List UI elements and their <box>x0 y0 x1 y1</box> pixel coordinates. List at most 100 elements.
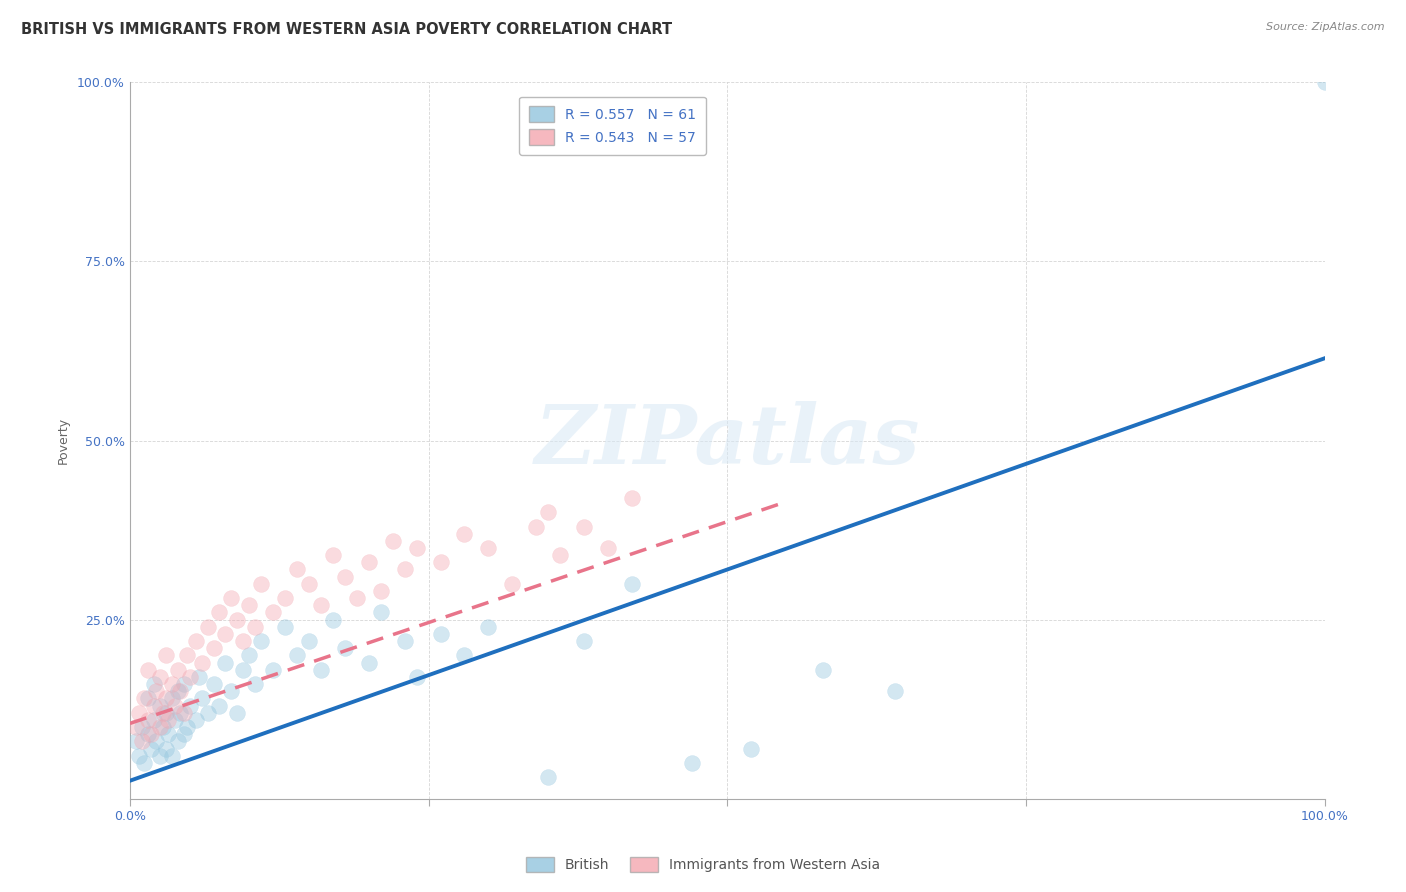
Point <box>572 634 595 648</box>
Point <box>202 677 225 691</box>
Point <box>134 756 156 770</box>
Point <box>190 656 212 670</box>
Point <box>285 562 308 576</box>
Point <box>226 613 249 627</box>
Point <box>169 684 191 698</box>
Point <box>136 727 159 741</box>
Point <box>250 576 273 591</box>
Point <box>232 634 254 648</box>
Point <box>537 770 560 784</box>
Point <box>184 713 207 727</box>
Point <box>166 663 188 677</box>
Point <box>238 648 260 663</box>
Point <box>548 548 571 562</box>
Point <box>245 620 267 634</box>
Point <box>250 634 273 648</box>
Point <box>394 634 416 648</box>
Point <box>202 641 225 656</box>
Point <box>142 698 165 713</box>
Point <box>208 698 231 713</box>
Point <box>179 670 201 684</box>
Point <box>197 620 219 634</box>
Point <box>596 541 619 555</box>
Point <box>165 713 187 727</box>
Point <box>136 713 159 727</box>
Point <box>165 698 187 713</box>
Point <box>572 519 595 533</box>
Point <box>152 706 174 720</box>
Point <box>309 599 332 613</box>
Point <box>620 576 643 591</box>
Point <box>166 684 188 698</box>
Point <box>285 648 308 663</box>
Point <box>1313 75 1336 89</box>
Point <box>176 648 198 663</box>
Point <box>169 706 191 720</box>
Point <box>322 613 344 627</box>
Point <box>429 627 451 641</box>
Point <box>125 734 148 748</box>
Point <box>160 748 183 763</box>
Point <box>429 555 451 569</box>
Point <box>346 591 368 606</box>
Point <box>179 698 201 713</box>
Point <box>681 756 703 770</box>
Point <box>477 541 499 555</box>
Point <box>274 620 297 634</box>
Point <box>173 677 195 691</box>
Point <box>141 741 163 756</box>
Point <box>149 670 172 684</box>
Point <box>620 491 643 505</box>
Point <box>149 748 172 763</box>
Point <box>214 656 236 670</box>
Point <box>188 670 211 684</box>
Text: Source: ZipAtlas.com: Source: ZipAtlas.com <box>1267 22 1385 32</box>
Point <box>152 720 174 734</box>
Point <box>190 691 212 706</box>
Point <box>166 734 188 748</box>
Point <box>333 641 356 656</box>
Point <box>136 691 159 706</box>
Point <box>262 606 284 620</box>
Point <box>184 634 207 648</box>
Point <box>232 663 254 677</box>
Point <box>537 505 560 519</box>
Point <box>309 663 332 677</box>
Y-axis label: Poverty: Poverty <box>58 417 70 464</box>
Point <box>405 670 427 684</box>
Point <box>149 720 172 734</box>
Point <box>262 663 284 677</box>
Point <box>453 648 475 663</box>
Point <box>477 620 499 634</box>
Point <box>357 656 380 670</box>
Text: BRITISH VS IMMIGRANTS FROM WESTERN ASIA POVERTY CORRELATION CHART: BRITISH VS IMMIGRANTS FROM WESTERN ASIA … <box>21 22 672 37</box>
Point <box>142 713 165 727</box>
Point <box>131 720 153 734</box>
Point <box>370 606 392 620</box>
Point <box>197 706 219 720</box>
Point <box>155 648 177 663</box>
Point <box>357 555 380 569</box>
Point <box>145 734 167 748</box>
Point <box>453 526 475 541</box>
Point <box>145 684 167 698</box>
Point <box>214 627 236 641</box>
Point <box>142 677 165 691</box>
Point <box>149 698 172 713</box>
Point <box>811 663 834 677</box>
Point <box>221 684 243 698</box>
Point <box>157 713 180 727</box>
Point <box>131 734 153 748</box>
Legend: British, Immigrants from Western Asia: British, Immigrants from Western Asia <box>520 852 886 878</box>
Point <box>155 706 177 720</box>
Point <box>155 741 177 756</box>
Point <box>173 727 195 741</box>
Point <box>394 562 416 576</box>
Point <box>381 533 404 548</box>
Point <box>274 591 297 606</box>
Point <box>136 663 159 677</box>
Point <box>333 569 356 583</box>
Point <box>160 677 183 691</box>
Point <box>128 706 150 720</box>
Point <box>298 576 321 591</box>
